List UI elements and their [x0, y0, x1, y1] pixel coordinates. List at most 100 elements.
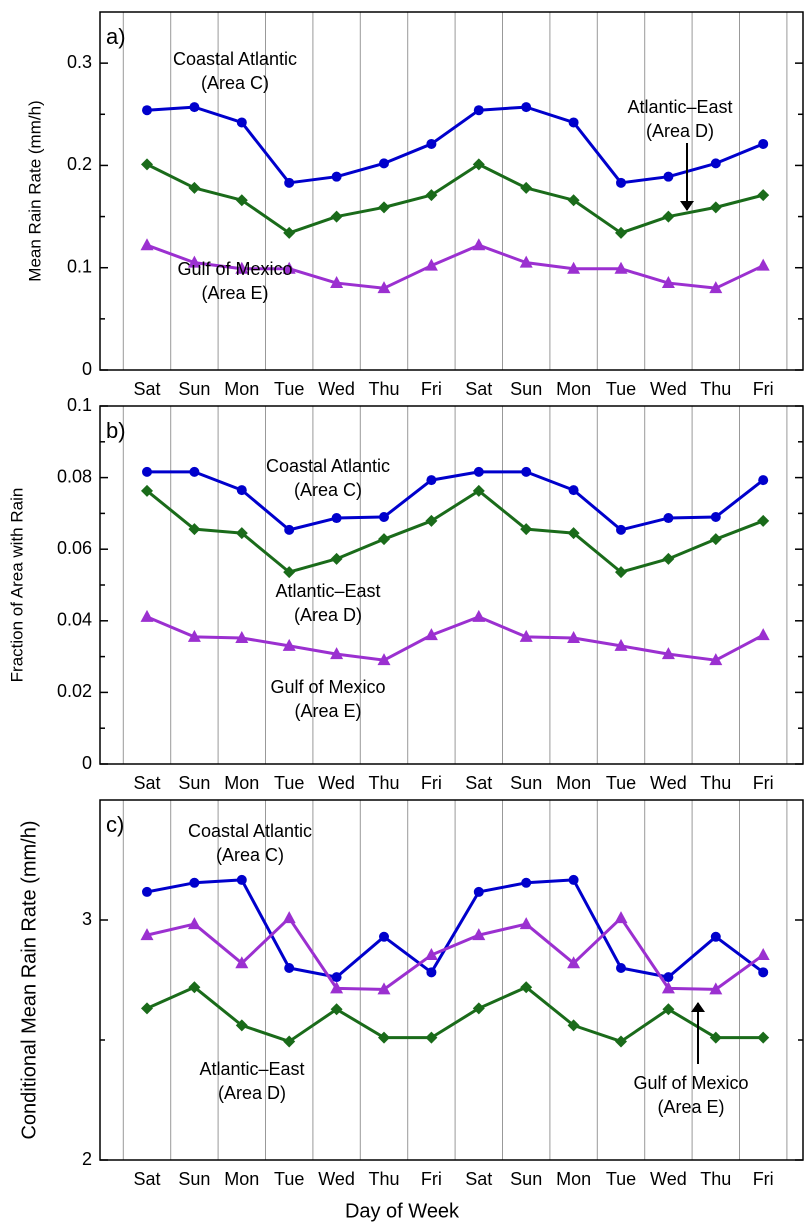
marker [425, 1031, 438, 1044]
annotation: (Area D) [294, 605, 362, 625]
marker [189, 877, 200, 888]
marker [141, 484, 153, 497]
marker [235, 1019, 248, 1032]
marker [662, 210, 675, 223]
marker [330, 981, 344, 994]
x-tick-label: Thu [700, 773, 731, 793]
marker [567, 527, 580, 540]
series-line [146, 916, 765, 991]
marker [284, 963, 295, 973]
x-tick-label: Sat [465, 773, 492, 793]
marker [142, 466, 152, 477]
marker [663, 513, 674, 524]
annotation: Gulf of Mexico [633, 1073, 748, 1093]
x-tick-label: Thu [368, 1169, 399, 1189]
marker [520, 523, 533, 536]
marker [472, 238, 486, 251]
x-tick-label: Tue [606, 773, 636, 793]
marker [425, 189, 438, 202]
x-tick-label: Wed [650, 1169, 687, 1189]
marker [141, 1002, 153, 1015]
marker [473, 466, 484, 477]
marker [521, 102, 532, 113]
marker [235, 527, 248, 540]
x-tick-label: Tue [274, 1169, 304, 1189]
x-tick-label: Wed [650, 379, 687, 399]
annotation: Coastal Atlantic [188, 821, 312, 841]
x-tick-label: Fri [753, 773, 774, 793]
annotation: (Area C) [201, 73, 269, 93]
plot-frame [99, 405, 804, 765]
marker [282, 638, 296, 651]
annotation: Atlantic–East [627, 97, 732, 117]
plot-frame [99, 799, 804, 1161]
marker [330, 210, 343, 223]
x-tick-label: Fri [421, 379, 442, 399]
marker [425, 514, 438, 527]
marker [424, 628, 438, 641]
x-tick-label: Sat [133, 1169, 160, 1189]
marker [331, 171, 342, 182]
y-tick-label: 0.1 [67, 395, 92, 415]
marker [377, 653, 391, 666]
marker [519, 917, 533, 930]
annotation: Atlantic–East [199, 1059, 304, 1079]
x-tick-label: Sun [510, 773, 542, 793]
marker [424, 258, 438, 271]
marker [235, 630, 249, 643]
x-tick-label: Sun [178, 1169, 210, 1189]
x-tick-label: Tue [274, 379, 304, 399]
marker [568, 485, 579, 496]
marker [567, 1019, 580, 1032]
marker [235, 956, 249, 969]
y-tick-label: 0 [82, 753, 92, 773]
y-tick-label: 0 [82, 359, 92, 379]
marker [567, 194, 580, 207]
x-tick-label: Wed [318, 1169, 355, 1189]
y-axis-label: Conditional Mean Rain Rate (mm/h) [18, 820, 40, 1139]
marker [284, 524, 295, 535]
marker [142, 886, 152, 897]
marker [520, 181, 533, 194]
marker [614, 261, 628, 274]
marker [330, 647, 344, 660]
y-tick-label: 0.04 [57, 610, 92, 630]
marker [473, 886, 484, 897]
marker [756, 948, 770, 961]
marker [568, 117, 579, 128]
x-tick-label: Sun [510, 379, 542, 399]
annotation: Gulf of Mexico [270, 677, 385, 697]
marker [330, 1003, 343, 1016]
marker [426, 967, 437, 978]
y-tick-label: 3 [82, 909, 92, 929]
y-axis-label: Mean Rain Rate (mm/h) [25, 100, 44, 281]
marker [282, 911, 296, 924]
marker [188, 181, 201, 194]
marker [378, 1031, 390, 1044]
series-line [146, 489, 764, 574]
marker [709, 1031, 722, 1044]
series-line [146, 162, 764, 235]
x-tick-label: Fri [421, 773, 442, 793]
marker [710, 931, 721, 942]
marker [758, 138, 769, 149]
marker [426, 475, 437, 486]
annotation: Coastal Atlantic [266, 456, 390, 476]
marker [236, 485, 247, 496]
x-tick-label: Sat [465, 1169, 492, 1189]
marker [282, 261, 296, 274]
x-tick-label: Mon [556, 1169, 591, 1189]
marker [709, 982, 723, 995]
annotation: (Area C) [294, 480, 362, 500]
marker [189, 466, 200, 477]
marker [567, 261, 581, 274]
marker [283, 226, 296, 239]
marker [709, 533, 722, 546]
marker [756, 628, 770, 641]
marker [615, 566, 627, 579]
marker [379, 511, 389, 522]
marker [473, 105, 484, 116]
x-tick-label: Sun [178, 379, 210, 399]
marker [283, 1035, 296, 1048]
marker [187, 917, 201, 930]
